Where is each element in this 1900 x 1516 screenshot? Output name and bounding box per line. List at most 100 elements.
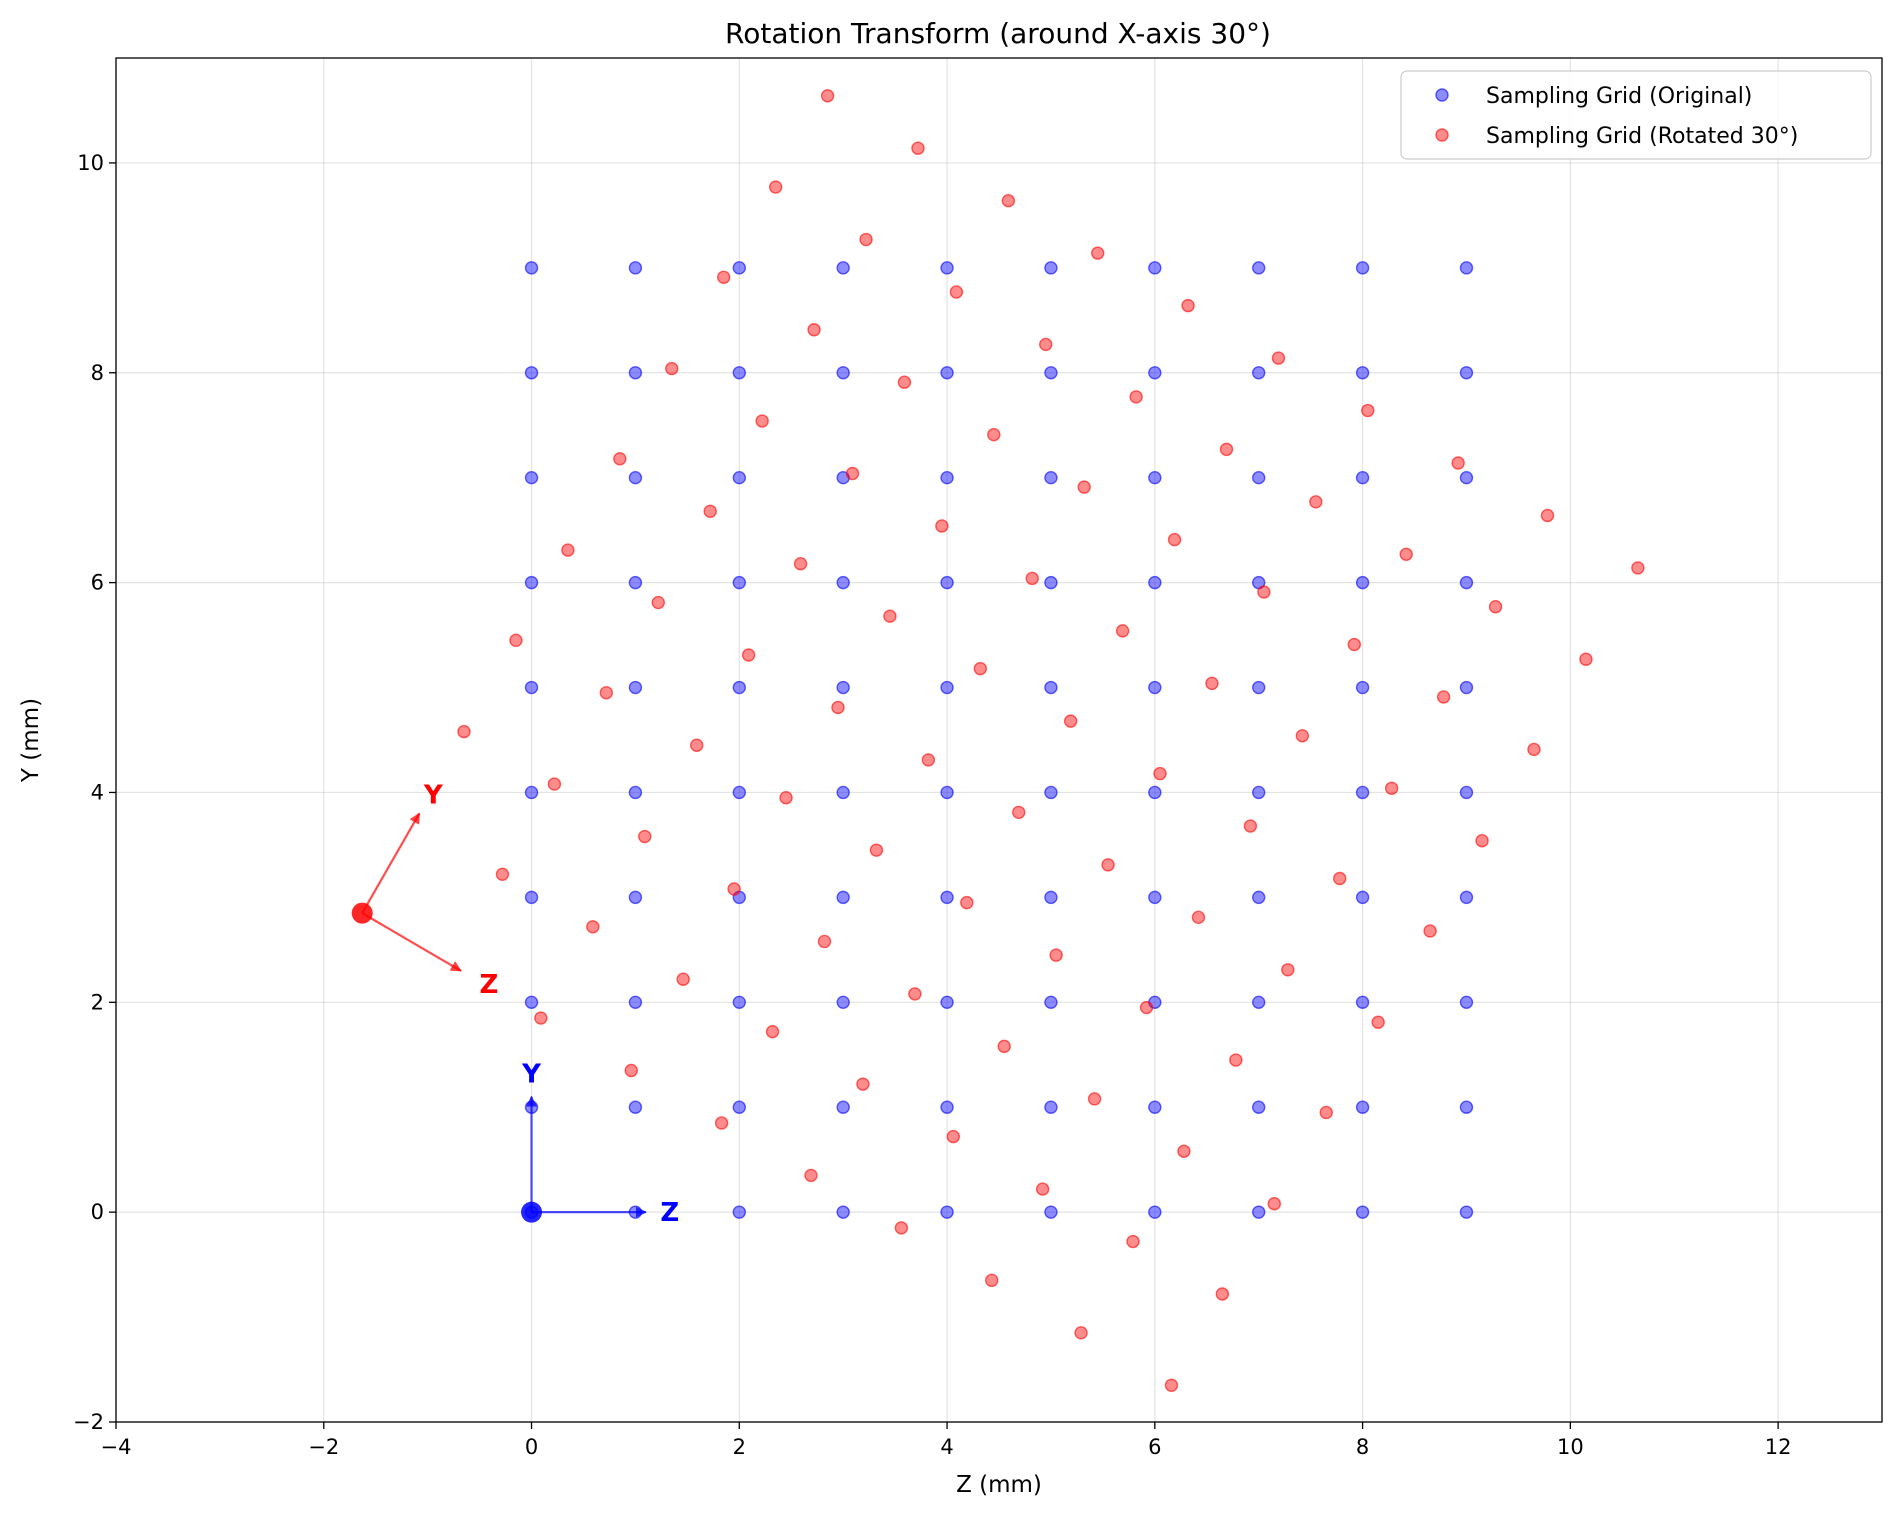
rotated-grid-point <box>651 595 665 610</box>
original-grid-point <box>940 995 954 1010</box>
x-tick-label: 10 <box>1557 1435 1584 1459</box>
original-grid-point <box>1459 261 1474 275</box>
original-grid-point <box>1044 995 1058 1010</box>
rotated-grid-point <box>1436 690 1451 704</box>
rotated-grid-point <box>727 882 741 896</box>
original-grid-point <box>1252 1205 1266 1219</box>
original-grid-point <box>1044 680 1058 695</box>
rotated-grid-point <box>1101 858 1115 872</box>
original-grid-point <box>836 785 850 800</box>
original-grid-point <box>1148 890 1162 905</box>
rotated-grid-point <box>665 361 679 376</box>
rotated-grid-point <box>831 700 845 715</box>
rotated-grid-point <box>1399 547 1413 561</box>
rotated-grid-point <box>1475 834 1489 848</box>
rotated-grid-point <box>613 452 627 466</box>
rotated-grid-point <box>1167 532 1182 547</box>
original-grid-point <box>1459 366 1474 380</box>
rotated-grid-point <box>1049 948 1063 962</box>
rotated-grid-point <box>793 557 808 571</box>
rotated-grid-point <box>856 1077 870 1091</box>
original-grid-point <box>1148 1205 1162 1219</box>
rotated-grid-point <box>869 843 884 857</box>
rotated-grid-point <box>676 972 690 986</box>
rotated-grid-point <box>534 1011 548 1025</box>
rotated-grid-point <box>1025 571 1039 586</box>
rotated-grid-point <box>1074 1326 1088 1340</box>
original-grid-point <box>836 1100 850 1114</box>
original-grid-point <box>1459 995 1474 1010</box>
rotated-grid-point <box>1423 924 1437 938</box>
legend-marker-rotated <box>1435 128 1449 142</box>
x-tick-label: 12 <box>1765 1435 1792 1459</box>
rotated-grid-point <box>883 609 897 623</box>
rotated-grid-point <box>1129 390 1143 404</box>
original-grid-point <box>940 1100 954 1114</box>
rotated-grid-point <box>561 543 575 557</box>
original-grid-point <box>1148 680 1162 695</box>
original-grid-point <box>628 995 643 1010</box>
original-grid-point <box>836 890 850 905</box>
frame-y-label: Y <box>521 1060 542 1090</box>
frame-y-label: Y <box>423 780 444 810</box>
data-points <box>457 89 1645 1392</box>
rotated-grid-point <box>987 427 1001 442</box>
original-grid-point <box>732 785 746 800</box>
x-tick-label: 0 <box>525 1435 538 1459</box>
rotated-grid-point <box>973 661 988 676</box>
x-tick-label: 4 <box>940 1435 953 1459</box>
x-tick-label: −2 <box>308 1435 339 1459</box>
original-grid-point <box>732 995 746 1010</box>
original-grid-point <box>628 575 643 590</box>
original-grid-point <box>1252 1100 1266 1114</box>
original-grid-point <box>1459 785 1474 800</box>
rotated-frame: YZ <box>351 780 498 1000</box>
rotated-grid-point <box>624 1063 638 1078</box>
rotated-grid-point <box>921 753 936 767</box>
rotated-grid-point <box>820 89 835 103</box>
original-grid-point <box>1355 261 1370 275</box>
rotated-grid-point <box>755 414 769 428</box>
rotated-grid-point <box>586 920 600 934</box>
original-grid-point <box>1044 470 1058 485</box>
rotated-grid-point <box>859 232 873 247</box>
rotated-grid-point <box>717 270 731 284</box>
rotated-grid-point <box>897 375 912 389</box>
original-grid-point <box>1148 261 1162 275</box>
original-grid-point <box>1355 470 1370 485</box>
original-grid-point <box>628 890 643 905</box>
original-grid-point <box>628 366 643 380</box>
rotated-grid-point <box>509 633 523 648</box>
rotated-grid-point <box>1333 871 1347 886</box>
original-grid-point <box>1252 261 1266 275</box>
original-grid-point <box>732 680 746 695</box>
rotated-grid-point <box>547 777 562 791</box>
rotated-grid-point <box>1243 819 1258 833</box>
rotated-grid-point <box>1077 480 1091 494</box>
original-grid-point <box>732 1205 746 1219</box>
original-grid-point <box>1355 680 1370 695</box>
rotated-grid-point <box>960 895 974 910</box>
rotated-grid-point <box>949 285 964 299</box>
frame-z-label: Z <box>660 1198 679 1228</box>
original-grid-point <box>524 785 539 800</box>
original-grid-point <box>1355 575 1370 590</box>
original-grid-point <box>1148 1100 1162 1114</box>
rotated-grid-point <box>1035 1182 1050 1196</box>
frame-y-arrow <box>361 812 421 914</box>
rotated-grid-point <box>765 1024 780 1039</box>
rotated-grid-point <box>997 1039 1011 1054</box>
rotated-grid-point <box>1153 766 1167 781</box>
rotated-grid-point <box>457 724 471 739</box>
rotated-grid-point <box>1295 729 1310 743</box>
legend: Sampling Grid (Original) Sampling Grid (… <box>1400 70 1872 160</box>
rotated-grid-point <box>894 1221 909 1235</box>
rotated-grid-point <box>690 738 704 752</box>
original-grid-point <box>1355 1205 1370 1219</box>
original-grid-point <box>628 1100 643 1114</box>
rotated-grid-point <box>599 686 614 700</box>
original-grid-point <box>1459 1100 1474 1114</box>
original-grid-point <box>940 470 954 485</box>
